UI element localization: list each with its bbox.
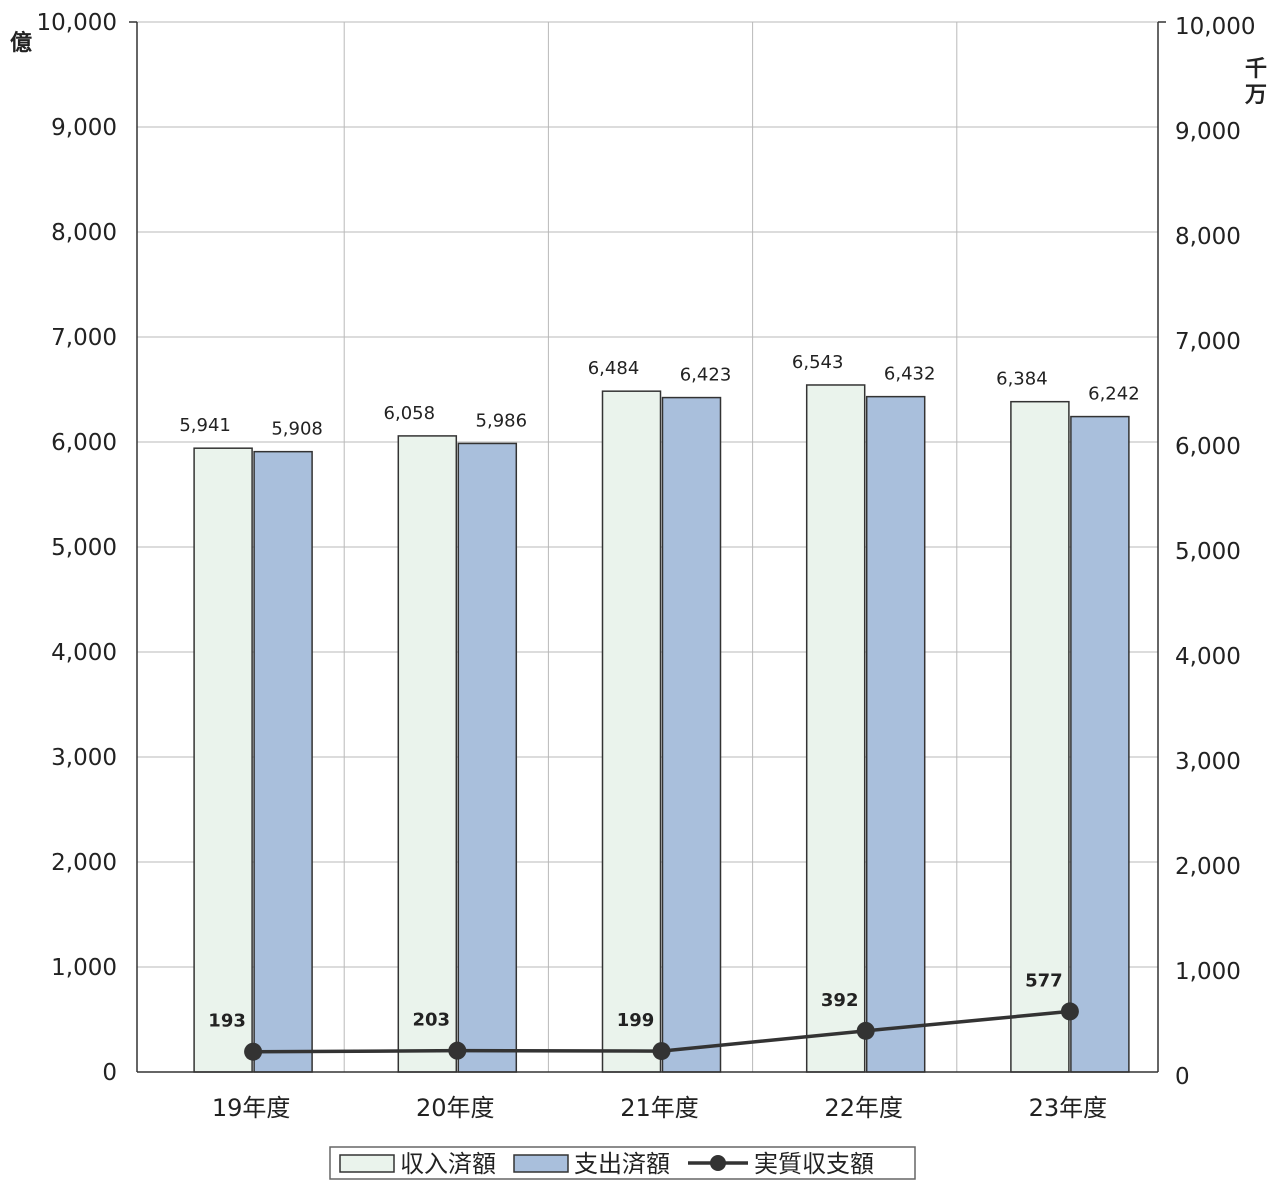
x-category-label: 22年度 <box>824 1094 903 1122</box>
line-series <box>244 1002 1079 1061</box>
bar-expense <box>253 450 313 1073</box>
bar-data-label: 6,432 <box>884 364 936 385</box>
y2-unit-label: 千 <box>1245 57 1267 82</box>
bar-data-label: 5,908 <box>271 419 323 440</box>
y-tick-label: 7,000 <box>51 325 117 351</box>
line-point <box>856 1021 875 1040</box>
bar-data-label: 6,484 <box>588 358 640 379</box>
legend-marker <box>710 1155 726 1171</box>
bar-data-label: 6,423 <box>680 365 732 386</box>
y2-tick-label: 6,000 <box>1175 434 1241 460</box>
y-tick-label: 4,000 <box>51 640 117 666</box>
bar-income <box>397 435 458 1073</box>
bar-expense <box>457 442 518 1073</box>
bar-income <box>805 384 866 1073</box>
y-tick-label: 3,000 <box>51 745 117 771</box>
y-unit-label: 億 <box>10 30 32 56</box>
y2-tick-label: 3,000 <box>1175 749 1241 775</box>
bar-data-label: 5,986 <box>476 410 528 431</box>
line-point <box>652 1042 671 1061</box>
bar-expense <box>1070 415 1130 1073</box>
y2-tick-label: 4,000 <box>1175 644 1241 670</box>
x-category-label: 19年度 <box>212 1094 291 1122</box>
y2-tick-label: 9,000 <box>1175 119 1241 145</box>
data-labels: 5,941 5,908 6,058 5,986 6,484 6,423 6,543 6,432… <box>179 352 1139 1032</box>
y-tick-label: 5,000 <box>51 535 117 561</box>
bar-data-label: 6,384 <box>996 369 1048 390</box>
legend-box <box>329 1146 916 1180</box>
line-point <box>448 1041 467 1060</box>
legend-label: 実質収支額 <box>754 1150 874 1178</box>
bar-expense <box>661 396 722 1073</box>
y2-tick-label: 8,000 <box>1175 224 1241 250</box>
bar-income <box>193 447 253 1073</box>
bar-income <box>601 390 662 1073</box>
bars <box>193 384 1130 1073</box>
y2-tick-label: 10,000 <box>1175 14 1255 40</box>
legend-swatch <box>339 1154 395 1173</box>
line-data-label: 193 <box>208 1011 246 1032</box>
bar-data-label: 6,543 <box>792 352 844 373</box>
legend: 収入済額 支出済額 実質収支額 <box>329 1146 916 1180</box>
x-category-label: 20年度 <box>416 1094 495 1122</box>
y2-unit-label: 万 <box>1244 83 1267 108</box>
y-tick-label: 9,000 <box>51 115 117 141</box>
y2-tick-label: 7,000 <box>1175 329 1241 355</box>
bar-income <box>1010 400 1070 1073</box>
y-tick-label: 1,000 <box>51 955 117 981</box>
y2-tick-label: 5,000 <box>1175 539 1241 565</box>
line-point <box>244 1042 263 1061</box>
y2-tick-label: 2,000 <box>1175 854 1241 880</box>
y-tick-label: 10,000 <box>37 10 117 36</box>
line-point <box>1060 1002 1079 1021</box>
y-tick-label: 8,000 <box>51 220 117 246</box>
line-data-label: 392 <box>821 990 859 1011</box>
y-tick-label: 2,000 <box>51 850 117 876</box>
legend-label: 収入済額 <box>400 1150 496 1178</box>
y-tick-label: 0 <box>102 1060 117 1086</box>
legend-swatch <box>513 1154 569 1173</box>
bar-expense <box>865 395 926 1073</box>
line-data-label: 199 <box>617 1010 655 1031</box>
x-category-label: 23年度 <box>1029 1094 1108 1122</box>
y2-tick-label: 0 <box>1175 1064 1190 1090</box>
x-category-label: 21年度 <box>620 1094 699 1122</box>
line-data-label: 577 <box>1025 970 1063 991</box>
y-tick-label: 6,000 <box>51 430 117 456</box>
bar-data-label: 5,941 <box>179 415 231 436</box>
axes: 0 0 1,000 1,000 2,000 2,000 3,000 3,000 4,000 4,0… <box>10 10 1267 1122</box>
legend-label: 支出済額 <box>574 1150 670 1178</box>
line-data-label: 203 <box>413 1010 451 1031</box>
bar-data-label: 6,242 <box>1088 384 1140 405</box>
bar-data-label: 6,058 <box>384 403 436 424</box>
y2-tick-label: 1,000 <box>1175 959 1241 985</box>
